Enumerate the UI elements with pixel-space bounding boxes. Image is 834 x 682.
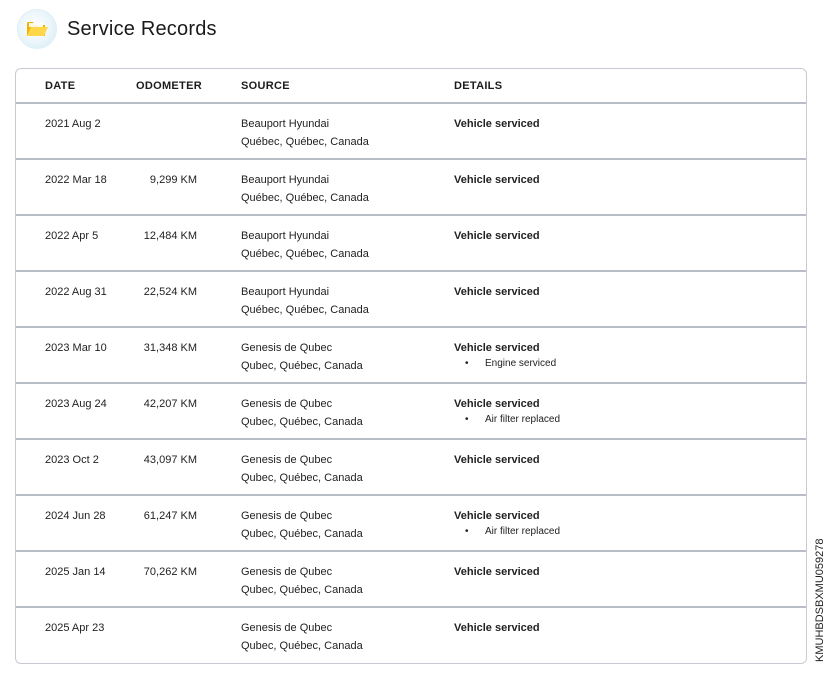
- table-row: 2022 Aug 31 22,524 KM Beauport Hyundai Québ…: [16, 272, 806, 328]
- table-row: 2023 Aug 24 42,207 KM Genesis de Qubec Qube…: [16, 384, 806, 440]
- source-location: Québec, Québec, Canada: [241, 304, 369, 316]
- date-cell: 2022 Aug 31: [45, 286, 107, 298]
- table-header: DATE ODOMETER SOURCE DETAILS: [16, 69, 806, 104]
- source-name: Genesis de Qubec: [241, 398, 333, 410]
- table-row: 2022 Apr 5 12,484 KM Beauport Hyundai Québe…: [16, 216, 806, 272]
- detail-title: Vehicle serviced: [454, 230, 540, 242]
- details-cell: Vehicle serviced: [454, 451, 540, 469]
- detail-bullet: Air filter replaced: [454, 525, 560, 539]
- source-cell: Beauport Hyundai Québec, Québec, Canada: [241, 283, 369, 319]
- table-row: 2023 Mar 10 31,348 KM Genesis de Qubec Qube…: [16, 328, 806, 384]
- table-row: 2025 Apr 23 Genesis de Qubec Qubec, Québec…: [16, 608, 806, 663]
- odometer-cell: 12,484 KM: [143, 230, 197, 242]
- odometer-cell: 31,348 KM: [143, 342, 197, 354]
- odometer-cell: 42,207 KM: [143, 398, 197, 410]
- detail-title: Vehicle serviced: [454, 286, 540, 298]
- source-location: Qubec, Québec, Canada: [241, 640, 363, 652]
- source-location: Qubec, Québec, Canada: [241, 584, 363, 596]
- source-name: Genesis de Qubec: [241, 454, 333, 466]
- source-cell: Beauport Hyundai Québec, Québec, Canada: [241, 227, 369, 263]
- column-header-source: SOURCE: [241, 80, 290, 92]
- source-name: Beauport Hyundai: [241, 118, 330, 130]
- detail-bullet: Air filter replaced: [454, 413, 560, 427]
- source-name: Genesis de Qubec: [241, 566, 333, 578]
- source-cell: Genesis de Qubec Qubec, Québec, Canada: [241, 563, 363, 599]
- date-cell: 2022 Mar 18: [45, 174, 107, 186]
- detail-title: Vehicle serviced: [454, 566, 540, 578]
- table-row: 2024 Jun 28 61,247 KM Genesis de Qubec Qube…: [16, 496, 806, 552]
- date-cell: 2021 Aug 2: [45, 118, 101, 130]
- source-name: Beauport Hyundai: [241, 230, 330, 242]
- date-cell: 2023 Mar 10: [45, 342, 107, 354]
- date-cell: 2025 Apr 23: [45, 622, 105, 634]
- odometer-cell: 61,247 KM: [143, 510, 197, 522]
- odometer-cell: 43,097 KM: [143, 454, 197, 466]
- source-cell: Beauport Hyundai Québec, Québec, Canada: [241, 171, 369, 207]
- source-location: Québec, Québec, Canada: [241, 136, 369, 148]
- details-cell: Vehicle serviced: [454, 619, 540, 637]
- details-cell: Vehicle serviced Air filter replaced: [454, 507, 560, 539]
- table-row: 2025 Jan 14 70,262 KM Genesis de Qubec Qube…: [16, 552, 806, 608]
- page-header: Service Records: [18, 8, 217, 50]
- detail-title: Vehicle serviced: [454, 342, 540, 354]
- service-records-table: DATE ODOMETER SOURCE DETAILS 2021 Aug 2 B…: [15, 68, 807, 664]
- odometer-cell: 22,524 KM: [143, 286, 197, 298]
- date-cell: 2023 Oct 2: [45, 454, 99, 466]
- details-cell: Vehicle serviced: [454, 283, 540, 301]
- detail-title: Vehicle serviced: [454, 622, 540, 634]
- details-cell: Vehicle serviced: [454, 171, 540, 189]
- source-cell: Genesis de Qubec Qubec, Québec, Canada: [241, 395, 363, 431]
- vin-label: KMUHBDSBXMU059278: [814, 538, 826, 663]
- source-location: Québec, Québec, Canada: [241, 192, 369, 204]
- table-body: 2021 Aug 2 Beauport Hyundai Québec, Québec…: [16, 104, 806, 663]
- source-location: Québec, Québec, Canada: [241, 248, 369, 260]
- source-name: Beauport Hyundai: [241, 174, 330, 186]
- source-cell: Genesis de Qubec Qubec, Québec, Canada: [241, 619, 363, 655]
- detail-title: Vehicle serviced: [454, 118, 540, 130]
- source-location: Qubec, Québec, Canada: [241, 416, 363, 428]
- detail-title: Vehicle serviced: [454, 454, 540, 466]
- date-cell: 2025 Jan 14: [45, 566, 106, 578]
- odometer-cell: 9,299 KM: [149, 174, 197, 186]
- column-header-odometer: ODOMETER: [136, 80, 202, 92]
- folder-icon-graphic: [27, 22, 48, 36]
- detail-bullet: Engine serviced: [454, 357, 556, 371]
- source-name: Genesis de Qubec: [241, 622, 333, 634]
- source-cell: Genesis de Qubec Qubec, Québec, Canada: [241, 451, 363, 487]
- table-row: 2023 Oct 2 43,097 KM Genesis de Qubec Qubec…: [16, 440, 806, 496]
- detail-title: Vehicle serviced: [454, 174, 540, 186]
- source-location: Qubec, Québec, Canada: [241, 360, 363, 372]
- detail-title: Vehicle serviced: [454, 510, 540, 522]
- table-row: 2021 Aug 2 Beauport Hyundai Québec, Québec…: [16, 104, 806, 160]
- source-name: Genesis de Qubec: [241, 510, 333, 522]
- page-title: Service Records: [67, 17, 217, 40]
- column-header-details: DETAILS: [454, 80, 503, 92]
- date-cell: 2022 Apr 5: [45, 230, 99, 242]
- source-location: Qubec, Québec, Canada: [241, 528, 363, 540]
- detail-title: Vehicle serviced: [454, 398, 540, 410]
- details-cell: Vehicle serviced Engine serviced: [454, 339, 556, 371]
- source-cell: Beauport Hyundai Québec, Québec, Canada: [241, 115, 369, 151]
- date-cell: 2023 Aug 24: [45, 398, 107, 410]
- source-location: Qubec, Québec, Canada: [241, 472, 363, 484]
- folder-icon: [18, 10, 56, 48]
- table-row: 2022 Mar 18 9,299 KM Beauport Hyundai Québe…: [16, 160, 806, 216]
- source-name: Genesis de Qubec: [241, 342, 333, 354]
- odometer-cell: 70,262 KM: [143, 566, 197, 578]
- column-header-date: DATE: [45, 80, 76, 92]
- details-cell: Vehicle serviced: [454, 115, 540, 133]
- date-cell: 2024 Jun 28: [45, 510, 106, 522]
- details-cell: Vehicle serviced: [454, 563, 540, 581]
- details-cell: Vehicle serviced Air filter replaced: [454, 395, 560, 427]
- details-cell: Vehicle serviced: [454, 227, 540, 245]
- source-cell: Genesis de Qubec Qubec, Québec, Canada: [241, 339, 363, 375]
- source-cell: Genesis de Qubec Qubec, Québec, Canada: [241, 507, 363, 543]
- source-name: Beauport Hyundai: [241, 286, 330, 298]
